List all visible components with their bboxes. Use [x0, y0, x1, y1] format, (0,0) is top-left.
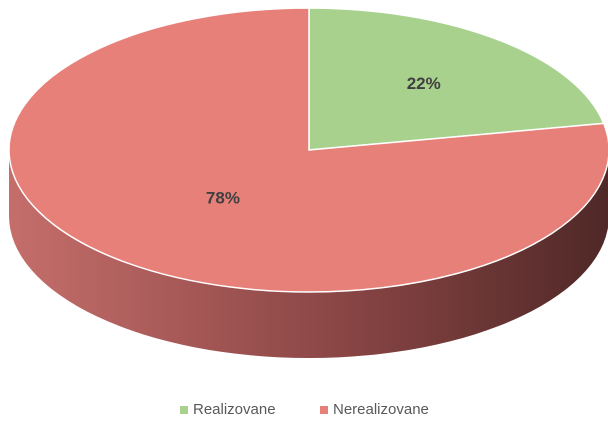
value-label: 78% [206, 189, 240, 208]
legend-marker [320, 406, 328, 414]
legend-label: Nerealizovane [333, 401, 429, 418]
value-label: 22% [407, 74, 441, 93]
pie-slice [8, 7, 608, 293]
pie-side [9, 150, 608, 358]
pie-slice [308, 7, 605, 151]
legend-label: Realizovane [193, 401, 276, 418]
legend-marker [180, 406, 188, 414]
